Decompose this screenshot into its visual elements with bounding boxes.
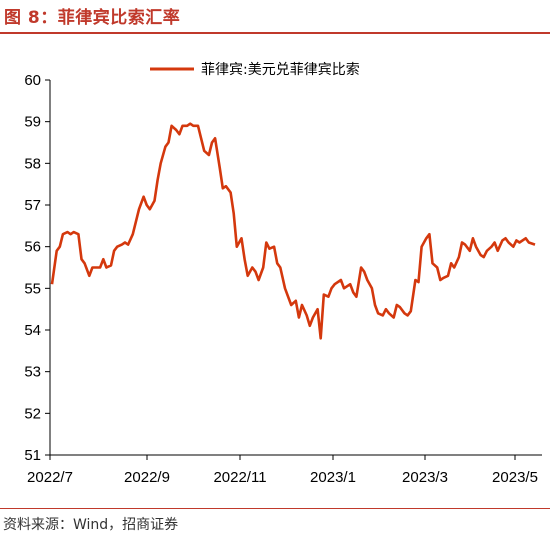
x-tick-label: 2023/5 <box>492 469 538 486</box>
y-tick-label: 58 <box>24 155 41 172</box>
y-tick-label: 54 <box>24 322 41 339</box>
x-tick-label: 2023/1 <box>310 469 356 486</box>
x-axis: 2022/7 2022/9 2022/11 2023/1 2023/3 2023/5 <box>27 454 542 486</box>
y-tick-label: 57 <box>24 197 41 214</box>
y-tick-label: 59 <box>24 114 41 131</box>
x-tick-label: 2023/3 <box>402 469 448 486</box>
y-tick-label: 55 <box>24 280 41 297</box>
x-tick-label: 2022/11 <box>213 469 266 486</box>
exchange-rate-chart: 菲律宾:美元兑菲律宾比索 51 52 53 54 55 56 57 58 59 60 2022/7… <box>24 61 542 486</box>
source-note: 资料来源：Wind，招商证券 <box>3 517 179 533</box>
y-tick-label: 52 <box>24 405 41 422</box>
legend-label: 菲律宾:美元兑菲律宾比索 <box>201 61 360 78</box>
x-tick-label: 2022/7 <box>27 469 73 486</box>
x-tick-label: 2022/9 <box>124 469 170 486</box>
footer-rule <box>0 508 550 509</box>
plot-area <box>50 122 536 340</box>
title-rule <box>0 32 550 34</box>
y-tick-label: 53 <box>24 364 41 381</box>
y-axis: 51 52 53 54 55 56 57 58 59 60 <box>24 72 51 464</box>
y-tick-label: 56 <box>24 239 41 256</box>
y-tick-label: 60 <box>24 72 41 89</box>
figure-title: 图 8：菲律宾比索汇率 <box>4 8 181 28</box>
legend: 菲律宾:美元兑菲律宾比索 <box>150 61 360 78</box>
series-line <box>50 122 536 340</box>
y-tick-label: 51 <box>24 447 41 464</box>
